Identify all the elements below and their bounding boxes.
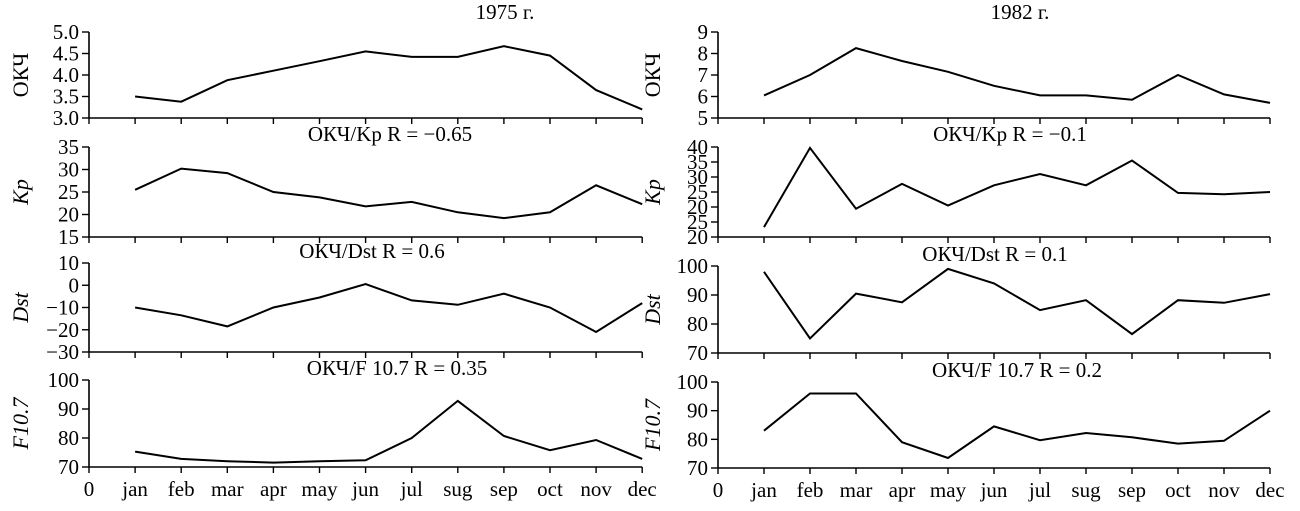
y-tick-label: 40 [687, 135, 708, 159]
y-axis-label: ОКЧ [8, 53, 33, 98]
y-axis-label: Dst [8, 291, 33, 323]
y-tick-label: 20 [687, 195, 708, 219]
y-tick-label: 35 [58, 135, 79, 159]
series-line [763, 267, 1271, 341]
y-tick-label: 35 [687, 150, 708, 174]
x-tick-label: mar [211, 477, 244, 501]
chart-title: ОКЧ/Dst R = 0.6 [299, 239, 444, 263]
chart-panel-7: 70 80 90 100 ОКЧ/F 10.7 R = 0.35 F10.7 0 jan feb… [8, 356, 657, 501]
x-tick-label: jan [121, 477, 148, 501]
y-tick-label: 3.0 [53, 106, 79, 130]
y-tick-label: 90 [687, 283, 708, 307]
y-tick-label: 3.5 [53, 85, 79, 109]
series-line [134, 283, 643, 334]
x-tick-label: sug [1071, 478, 1101, 502]
y-tick-label: 7 [698, 63, 709, 87]
y-tick-label: 10 [58, 251, 79, 275]
y-tick-label: 90 [687, 399, 708, 423]
x-tick-label: apr [260, 477, 287, 501]
chart-title: ОКЧ/Kp R = −0.1 [933, 122, 1087, 146]
y-tick-label: 20 [58, 203, 79, 227]
y-axis-label: Dst [640, 293, 665, 325]
y-axis-label: Kp [8, 179, 33, 206]
chart-panel-6: 70 80 90 100 ОКЧ/Dst R = 0.1 Dst [640, 242, 1271, 365]
x-tick-label: may [930, 478, 967, 502]
x-tick-label: jun [351, 477, 379, 501]
y-tick-label: 8 [698, 42, 709, 66]
chart-title: ОКЧ/F 10.7 R = 0.35 [307, 356, 487, 380]
y-tick-label: 20 [687, 225, 708, 249]
y-tick-label: 25 [687, 180, 708, 204]
x-tick-label: may [301, 477, 338, 501]
y-tick-label: 70 [687, 456, 708, 480]
x-tick-label: oct [1165, 478, 1191, 502]
y-tick-label: 25 [687, 210, 708, 234]
series-line [134, 167, 643, 220]
series-line [763, 146, 1271, 228]
x-tick-label: jun [980, 478, 1008, 502]
x-tick-label: sep [1118, 478, 1146, 502]
y-tick-label: 4.5 [53, 42, 79, 66]
y-tick-label: 0 [69, 273, 80, 297]
x-tick-label: dec [1255, 478, 1284, 502]
chart-title: ОКЧ/Kp R = −0.65 [308, 122, 472, 146]
x-tick-label: jul [400, 477, 423, 501]
y-tick-label: 5.0 [53, 20, 79, 44]
y-tick-label: 80 [58, 426, 79, 450]
x-tick-label: nov [580, 477, 612, 501]
x-tick-label: dec [628, 477, 657, 501]
x-tick-label: sug [443, 477, 473, 501]
x-tick-label: jul [1028, 478, 1051, 502]
series-line [134, 399, 643, 464]
y-axis-label: Kp [640, 179, 665, 206]
x-tick-label: feb [797, 478, 824, 502]
chart-title: ОКЧ/Dst R = 0.1 [922, 242, 1067, 266]
y-axis-label: ОКЧ [640, 53, 665, 98]
series-line [134, 45, 643, 111]
y-tick-label: 6 [698, 85, 709, 109]
x-tick-label: 0 [713, 478, 724, 502]
y-tick-label: 70 [58, 455, 79, 479]
x-tick-label: sep [490, 477, 518, 501]
y-axis-label: F10.7 [8, 397, 33, 451]
x-tick-label: nov [1208, 478, 1240, 502]
y-tick-label: −20 [46, 318, 79, 342]
x-tick-label: oct [537, 477, 563, 501]
y-tick-label: −30 [46, 340, 79, 364]
y-tick-label: 80 [687, 312, 708, 336]
y-tick-label: 5 [698, 106, 709, 130]
x-tick-label: apr [889, 478, 916, 502]
y-tick-label: 100 [677, 254, 709, 278]
y-tick-label: −10 [46, 296, 79, 320]
chart-title: ОКЧ/F 10.7 R = 0.2 [932, 358, 1102, 382]
series-line [763, 47, 1271, 104]
x-tick-label: feb [168, 477, 195, 501]
x-tick-label: mar [840, 478, 873, 502]
chart-panel-1: 3.03.54.04.55.0 1975 г. ОКЧ [8, 0, 643, 130]
y-tick-label: 15 [58, 225, 79, 249]
y-tick-label: 70 [687, 341, 708, 365]
y-tick-label: 100 [677, 370, 709, 394]
x-tick-label: 0 [84, 477, 95, 501]
series-line [763, 392, 1271, 460]
y-tick-label: 9 [698, 20, 709, 44]
y-tick-label: 30 [58, 158, 79, 182]
chart-title: 1975 г. [476, 0, 535, 24]
y-tick-label: 80 [687, 427, 708, 451]
y-tick-label: 25 [58, 180, 79, 204]
y-tick-label: 30 [687, 165, 708, 189]
y-tick-label: 90 [58, 397, 79, 421]
y-tick-label: 100 [48, 368, 80, 392]
x-tick-label: jan [750, 478, 777, 502]
chart-title: 1982 г. [991, 0, 1050, 24]
y-tick-label: 4.0 [53, 63, 79, 87]
y-axis-label: F10.7 [640, 398, 665, 452]
